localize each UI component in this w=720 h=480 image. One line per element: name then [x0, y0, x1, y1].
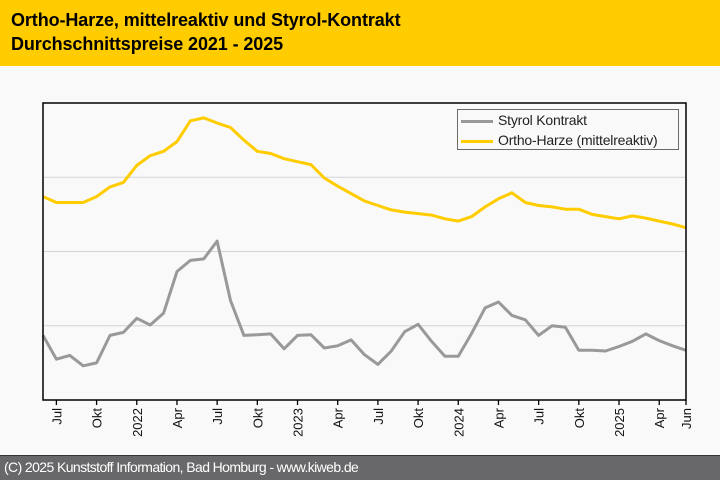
x-tick-label: 2024 [451, 408, 466, 437]
plot-frame [42, 102, 687, 401]
x-tick-label: Apr [652, 407, 667, 428]
legend-item-styrol: Styrol Kontrakt [460, 112, 678, 130]
x-tick-label: Apr [331, 407, 346, 428]
x-tick-label: 2023 [291, 408, 306, 437]
x-tick-label: 2022 [130, 408, 145, 437]
copyright-text: (C) 2025 Kunststoff Information, Bad Hom… [4, 459, 359, 475]
x-tick-label: Apr [170, 407, 185, 428]
x-tick-label: Okt [250, 408, 265, 429]
series-lines [41, 116, 687, 368]
x-tick-label: Jul [49, 408, 64, 425]
x-tick-label: Okt [572, 408, 587, 429]
chart-title: Ortho-Harze, mittelreaktiv und Styrol-Ko… [11, 10, 401, 30]
x-tick-label: Jul [532, 408, 547, 425]
series-line-styrol [41, 239, 687, 368]
legend-swatch-ortho [461, 140, 493, 143]
chart-subtitle: Durchschnittspreise 2021 - 2025 [11, 34, 284, 54]
legend-label-styrol: Styrol Kontrakt [498, 112, 587, 128]
legend-item-ortho: Ortho-Harze (mittelreaktiv) [460, 132, 678, 150]
x-axis-ticks: Jul Okt 2022 Apr Jul Okt 2023 Apr Jul Okt 2024 Apr J… [49, 400, 694, 437]
legend-label-ortho: Ortho-Harze (mittelreaktiv) [498, 132, 658, 148]
footer: (C) 2025 Kunststoff Information, Bad Hom… [0, 455, 720, 480]
x-tick-label: Okt [411, 408, 426, 429]
legend: Styrol Kontrakt Ortho-Harze (mittelreakt… [457, 109, 679, 150]
chart-header: Ortho-Harze, mittelreaktiv und Styrol-Ko… [0, 0, 720, 66]
legend-swatch-styrol [461, 120, 493, 123]
x-tick-label: Jul [210, 408, 225, 425]
x-tick-label: Jul [371, 408, 386, 425]
series-line-ortho-harze [42, 116, 687, 230]
x-tick-label: Okt [90, 408, 105, 429]
x-tick-label: Jun [679, 408, 694, 429]
x-tick-label: 2025 [612, 408, 627, 437]
x-tick-label: Apr [491, 407, 506, 428]
